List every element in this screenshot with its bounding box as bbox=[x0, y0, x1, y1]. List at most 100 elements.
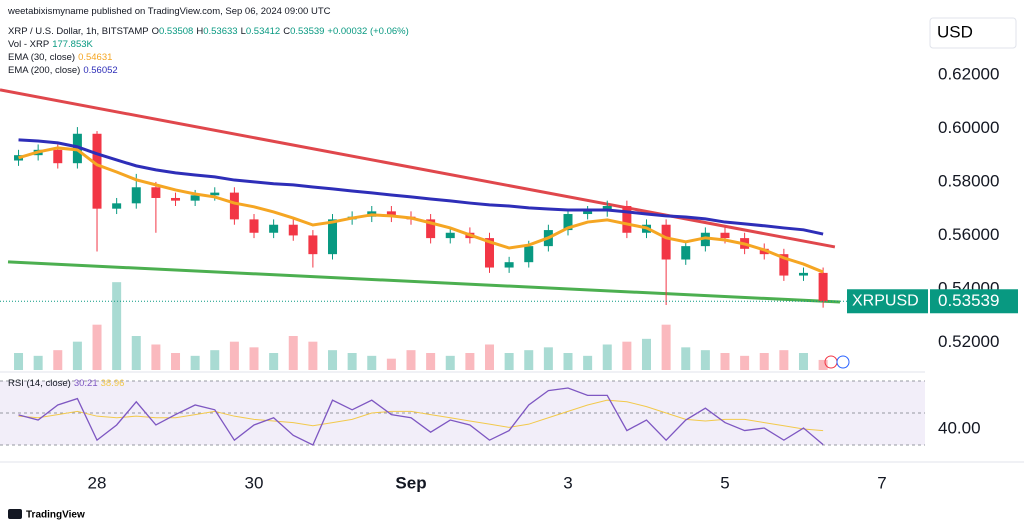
legend-value: 0.54631 bbox=[78, 52, 113, 63]
legend-value: 177.853K bbox=[52, 39, 93, 50]
candle-body bbox=[328, 219, 338, 255]
candle-body bbox=[524, 246, 534, 263]
x-tick-label: 28 bbox=[88, 473, 107, 492]
volume-bar bbox=[328, 350, 338, 370]
candle-body bbox=[190, 195, 200, 201]
candle-body bbox=[151, 187, 161, 198]
volume-bar bbox=[386, 358, 396, 370]
candle-body bbox=[563, 214, 573, 231]
legend-name: EMA (200, close) bbox=[8, 65, 81, 76]
candle-body bbox=[288, 224, 298, 236]
quote-label: H bbox=[196, 26, 204, 37]
volume-bar bbox=[740, 355, 750, 370]
volume-bar bbox=[92, 324, 102, 370]
candle-body bbox=[249, 219, 259, 233]
ema-line bbox=[18, 146, 824, 274]
y-tick-label: 0.56000 bbox=[938, 225, 999, 244]
volume-bar bbox=[229, 341, 239, 370]
x-tick-label: 5 bbox=[720, 473, 729, 492]
volume-bar bbox=[151, 344, 161, 370]
y-tick-label: 0.52000 bbox=[938, 332, 999, 351]
legend-name: EMA (30, close) bbox=[8, 52, 76, 63]
quote-value: 0.53412 bbox=[245, 26, 281, 37]
price-badge bbox=[930, 289, 1018, 314]
legend-value: 38.96 bbox=[100, 378, 125, 389]
volume-bar bbox=[602, 344, 612, 370]
x-tick-label: 7 bbox=[877, 473, 886, 492]
volume-bar bbox=[641, 338, 651, 370]
volume-bar bbox=[504, 353, 514, 370]
volume-bar bbox=[210, 350, 220, 370]
candle-body bbox=[308, 235, 318, 255]
candle-body bbox=[426, 219, 436, 239]
volume-bar bbox=[53, 350, 63, 370]
volume-bar bbox=[308, 341, 318, 370]
trend-line bbox=[0, 88, 836, 249]
candle-body bbox=[818, 272, 828, 302]
candle-body bbox=[661, 224, 671, 260]
volume-bar bbox=[465, 353, 475, 370]
volume-bar bbox=[426, 353, 436, 370]
candle-body bbox=[681, 246, 691, 260]
price-label: 0.53539 bbox=[938, 291, 999, 310]
candle-body bbox=[386, 211, 396, 217]
quote-label: L bbox=[240, 26, 246, 37]
volume-bar bbox=[112, 282, 122, 370]
brand-logo bbox=[8, 509, 22, 519]
volume-bar bbox=[818, 359, 828, 370]
volume-bar bbox=[190, 355, 200, 370]
y-tick-label: 0.58000 bbox=[938, 171, 999, 190]
volume-bar bbox=[622, 341, 632, 370]
volume-bar bbox=[798, 353, 808, 370]
candle-body bbox=[798, 272, 808, 276]
publisher-line: weetabixismyname published on TradingVie… bbox=[8, 6, 331, 17]
volume-bar bbox=[524, 350, 534, 370]
ema30-legend: EMA (30, close) 0.54631 bbox=[8, 52, 115, 64]
candle-body bbox=[622, 206, 632, 233]
candle-body bbox=[583, 211, 593, 215]
legend-name: RSI (14, close) bbox=[8, 378, 71, 389]
quote-label: C bbox=[283, 26, 291, 37]
brand-name: TradingView bbox=[26, 510, 85, 521]
candle-body bbox=[131, 187, 141, 204]
candle-body bbox=[269, 224, 279, 233]
quote-value: 0.53539 bbox=[290, 26, 325, 37]
legend-value: 0.56052 bbox=[83, 65, 118, 76]
quote-value: 0.53633 bbox=[203, 26, 238, 37]
candle-body bbox=[92, 133, 102, 209]
candle-body bbox=[700, 232, 710, 247]
legend-value: 30.21 bbox=[73, 378, 98, 389]
volume-bar bbox=[171, 353, 181, 370]
symbol-title: XRP / U.S. Dollar, 1h, BITSTAMP bbox=[8, 26, 149, 37]
candle-body bbox=[779, 254, 789, 276]
rsi-line bbox=[18, 387, 824, 446]
flag-icon bbox=[836, 355, 850, 369]
symbol-label: XRPUSD bbox=[852, 292, 919, 309]
trend-line bbox=[7, 260, 841, 304]
volume-bar bbox=[72, 341, 82, 370]
volume-bar bbox=[14, 353, 24, 370]
candle-body bbox=[720, 232, 730, 239]
volume-bar bbox=[661, 324, 671, 370]
x-tick-label: 30 bbox=[245, 473, 264, 492]
volume-bar bbox=[406, 350, 416, 370]
legend-name: Vol - XRP bbox=[8, 39, 50, 50]
ema-line bbox=[18, 138, 824, 236]
y-tick-label: 40.00 bbox=[938, 418, 981, 437]
candle-body bbox=[445, 232, 455, 239]
volume-bar bbox=[779, 350, 789, 370]
volume-bar bbox=[759, 353, 769, 370]
candle-body bbox=[112, 203, 122, 209]
y-tick-label: 0.60000 bbox=[938, 118, 999, 137]
candle-body bbox=[504, 262, 514, 268]
quote-value: 0.53508 bbox=[159, 26, 194, 37]
volume-bar bbox=[269, 353, 279, 370]
candle-body bbox=[210, 192, 220, 196]
x-tick-label: 3 bbox=[563, 473, 572, 492]
volume-bar bbox=[367, 355, 377, 370]
symbol-badge bbox=[847, 289, 928, 314]
currency-box bbox=[929, 17, 1017, 49]
candle-body bbox=[171, 197, 181, 201]
volume-bar bbox=[720, 353, 730, 370]
volume-bar bbox=[131, 336, 141, 370]
